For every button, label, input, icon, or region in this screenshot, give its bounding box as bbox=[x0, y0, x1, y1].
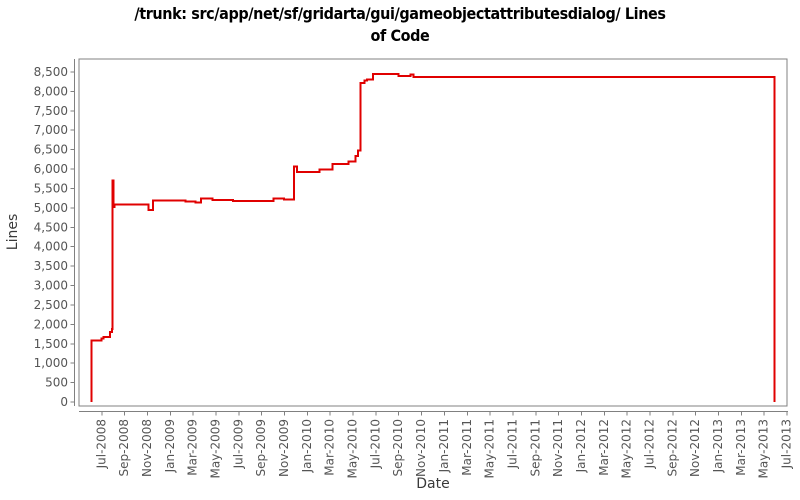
x-tick-label: May-2010 bbox=[346, 419, 360, 478]
x-tick-label: Jul-2011 bbox=[505, 419, 519, 469]
x-tick-label: Mar-2009 bbox=[186, 419, 200, 476]
x-tick-label: Mar-2012 bbox=[597, 419, 611, 476]
x-tick-label: May-2009 bbox=[209, 419, 223, 478]
chart-title-line1: /trunk: src/app/net/sf/gridarta/gui/game… bbox=[134, 4, 666, 23]
y-tick-label: 1,000 bbox=[34, 356, 68, 370]
x-tick-label: Jul-2010 bbox=[368, 419, 382, 469]
x-tick-label: Sep-2012 bbox=[665, 419, 679, 477]
y-tick-label: 8,000 bbox=[34, 84, 68, 98]
x-tick-label: May-2012 bbox=[620, 419, 634, 478]
y-tick-label: 6,000 bbox=[34, 162, 68, 176]
x-tick-label: Nov-2008 bbox=[140, 419, 154, 477]
chart-title-line2: of Code bbox=[370, 26, 430, 45]
y-tick-label: 3,500 bbox=[34, 259, 68, 273]
x-axis: Jul-2008 Sep-2008 Nov-2008 Jan-2009 Mar-2009… bbox=[79, 411, 794, 478]
x-tick-label: Jul-2009 bbox=[231, 419, 245, 469]
x-tick-label: Nov-2011 bbox=[551, 419, 565, 477]
y-axis-title: Lines bbox=[5, 214, 21, 250]
x-tick-label: Jan-2013 bbox=[711, 419, 725, 473]
x-tick-label: Nov-2010 bbox=[414, 419, 428, 477]
y-tick-label: 0 bbox=[60, 395, 68, 409]
y-tick-label: 6,500 bbox=[34, 143, 68, 157]
y-tick-label: 500 bbox=[45, 376, 68, 390]
x-tick-label: May-2011 bbox=[483, 419, 497, 478]
x-tick-label: Jan-2012 bbox=[574, 419, 588, 473]
x-tick-label: Mar-2011 bbox=[460, 419, 474, 476]
x-tick-label: Nov-2012 bbox=[688, 419, 702, 477]
x-axis-title: Date bbox=[416, 476, 449, 492]
y-tick-label: 1,500 bbox=[34, 337, 68, 351]
x-tick-label: Mar-2013 bbox=[734, 419, 748, 476]
y-tick-label: 2,500 bbox=[34, 298, 68, 312]
y-tick-label: 3,000 bbox=[34, 279, 68, 293]
x-tick-label: Jan-2010 bbox=[300, 419, 314, 473]
x-tick-label: Sep-2011 bbox=[528, 419, 542, 477]
x-tick-label: Jul-2012 bbox=[642, 419, 656, 469]
x-tick-label: Sep-2008 bbox=[117, 419, 131, 477]
loc-series-line bbox=[90, 72, 776, 402]
x-tick-label: Sep-2010 bbox=[391, 419, 405, 477]
x-tick-label: May-2013 bbox=[757, 419, 771, 478]
y-tick-label: 7,000 bbox=[34, 123, 68, 137]
x-tick-label: Jul-2008 bbox=[94, 419, 108, 469]
x-tick-label: Nov-2009 bbox=[277, 419, 291, 477]
plot-area-border bbox=[78, 58, 788, 407]
x-tick-label: Jul-2013 bbox=[780, 419, 794, 469]
y-tick-label: 4,500 bbox=[34, 220, 68, 234]
y-axis: 0 500 1,000 1,500 2,000 2,500 3,000 3,500 4,000 4… bbox=[34, 59, 75, 409]
y-tick-label: 7,500 bbox=[34, 104, 68, 118]
y-tick-label: 5,500 bbox=[34, 181, 68, 195]
x-tick-label: Sep-2009 bbox=[254, 419, 268, 477]
y-tick-label: 5,000 bbox=[34, 201, 68, 215]
y-tick-label: 8,500 bbox=[34, 65, 68, 79]
x-tick-label: Jan-2009 bbox=[163, 419, 177, 473]
y-tick-label: 2,000 bbox=[34, 317, 68, 331]
x-tick-label: Mar-2010 bbox=[323, 419, 337, 476]
y-tick-label: 4,000 bbox=[34, 240, 68, 254]
chart-title: /trunk: src/app/net/sf/gridarta/gui/game… bbox=[0, 3, 800, 47]
x-tick-label: Jan-2011 bbox=[437, 419, 451, 473]
